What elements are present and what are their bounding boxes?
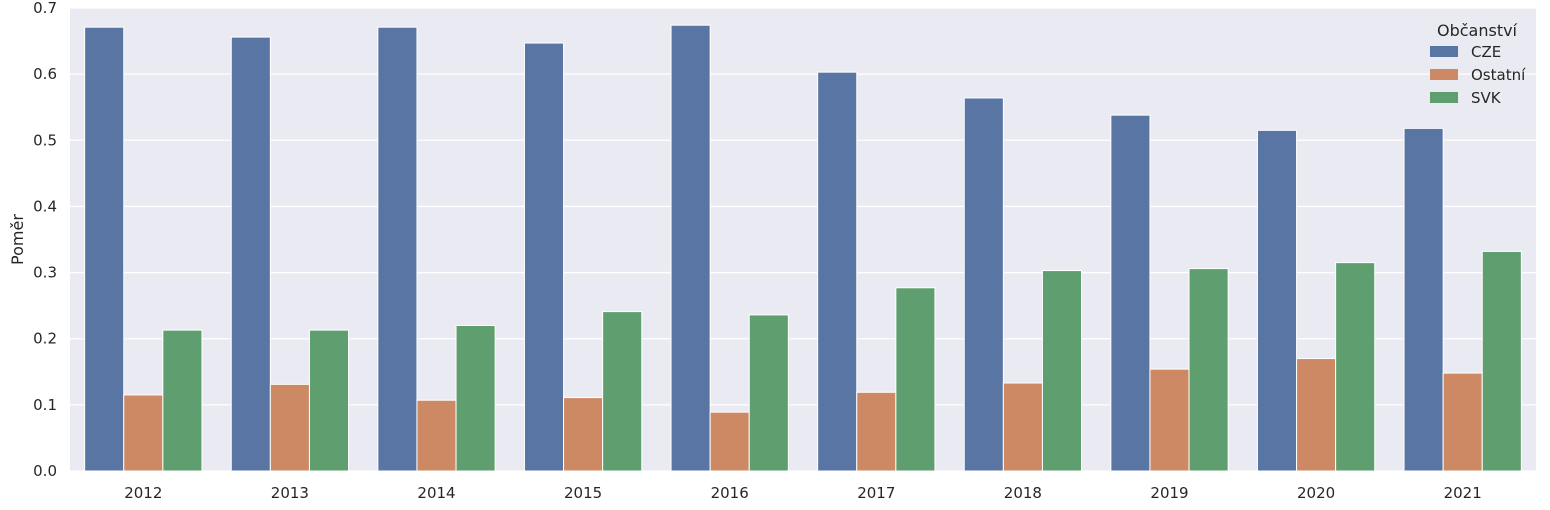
legend-swatch-svk [1430, 92, 1458, 103]
bar-ostatní-2016 [709, 411, 750, 472]
bar-cze-2021 [1403, 127, 1444, 472]
bar-ostatní-2015 [563, 397, 604, 472]
x-tick-label: 2015 [564, 484, 602, 502]
bar-svk-2020 [1335, 262, 1376, 472]
x-tick-label: 2018 [1004, 484, 1042, 502]
y-tick-label: 0.5 [33, 131, 57, 149]
bar-cze-2013 [230, 36, 271, 472]
y-tick-labels: 0.0 0.1 0.2 0.3 0.4 0.5 0.6 0.7 [33, 0, 57, 480]
x-tick-label: 2021 [1444, 484, 1482, 502]
bar-cze-2020 [1256, 129, 1298, 472]
bar-cze-2012 [84, 26, 125, 472]
bar-ostatní-2021 [1442, 372, 1483, 472]
bar-svk-2015 [602, 311, 643, 472]
y-tick-label: 0.1 [33, 396, 57, 414]
bar-cze-2016 [670, 24, 711, 472]
bars [84, 24, 1522, 472]
legend: Občanství CZE Ostatní SVK [1430, 21, 1526, 107]
bar-ostatní-2014 [416, 399, 457, 472]
bar-ostatní-2012 [123, 394, 164, 472]
x-tick-label: 2016 [711, 484, 749, 502]
bar-ostatní-2019 [1149, 368, 1190, 472]
y-axis-label: Poměr [8, 214, 27, 265]
bar-svk-2018 [1041, 270, 1083, 472]
bar-cze-2014 [377, 26, 418, 472]
bar-cze-2018 [963, 97, 1004, 472]
y-tick-label: 0.4 [33, 197, 57, 215]
bar-cze-2015 [523, 42, 565, 472]
legend-swatch-ostatní [1430, 69, 1458, 80]
bar-svk-2017 [895, 287, 936, 472]
x-tick-label: 2013 [271, 484, 309, 502]
bar-ostatní-2013 [269, 383, 310, 472]
bar-ostatní-2020 [1296, 358, 1337, 472]
legend-label-cze: CZE [1471, 43, 1501, 61]
y-tick-label: 0.7 [33, 0, 57, 17]
x-tick-label: 2019 [1150, 484, 1188, 502]
y-tick-label: 0.6 [33, 65, 57, 83]
bar-ostatní-2017 [856, 391, 897, 472]
x-tick-label: 2017 [857, 484, 895, 502]
legend-swatch-cze [1430, 46, 1458, 57]
legend-items: CZE Ostatní SVK [1430, 43, 1526, 107]
legend-label-ostatní: Ostatní [1471, 66, 1526, 84]
legend-title: Občanství [1437, 21, 1518, 40]
bar-svk-2016 [748, 314, 789, 472]
legend-label-svk: SVK [1471, 89, 1502, 107]
y-tick-label: 0.0 [33, 462, 57, 480]
bar-cze-2017 [817, 71, 858, 472]
x-tick-label: 2012 [124, 484, 162, 502]
bar-svk-2019 [1188, 268, 1229, 472]
x-tick-labels: 2012 2013 2014 2015 2016 2017 2018 2019 2020 2021 [124, 484, 1482, 502]
y-tick-label: 0.3 [33, 264, 57, 282]
bar-svk-2014 [455, 324, 496, 472]
bar-svk-2013 [308, 329, 350, 472]
y-tick-label: 0.2 [33, 330, 57, 348]
x-tick-label: 2014 [417, 484, 455, 502]
bar-cze-2019 [1110, 114, 1151, 472]
bar-ostatní-2018 [1002, 382, 1043, 472]
bar-svk-2012 [162, 329, 203, 472]
bar-svk-2021 [1481, 250, 1522, 472]
x-tick-label: 2020 [1297, 484, 1335, 502]
